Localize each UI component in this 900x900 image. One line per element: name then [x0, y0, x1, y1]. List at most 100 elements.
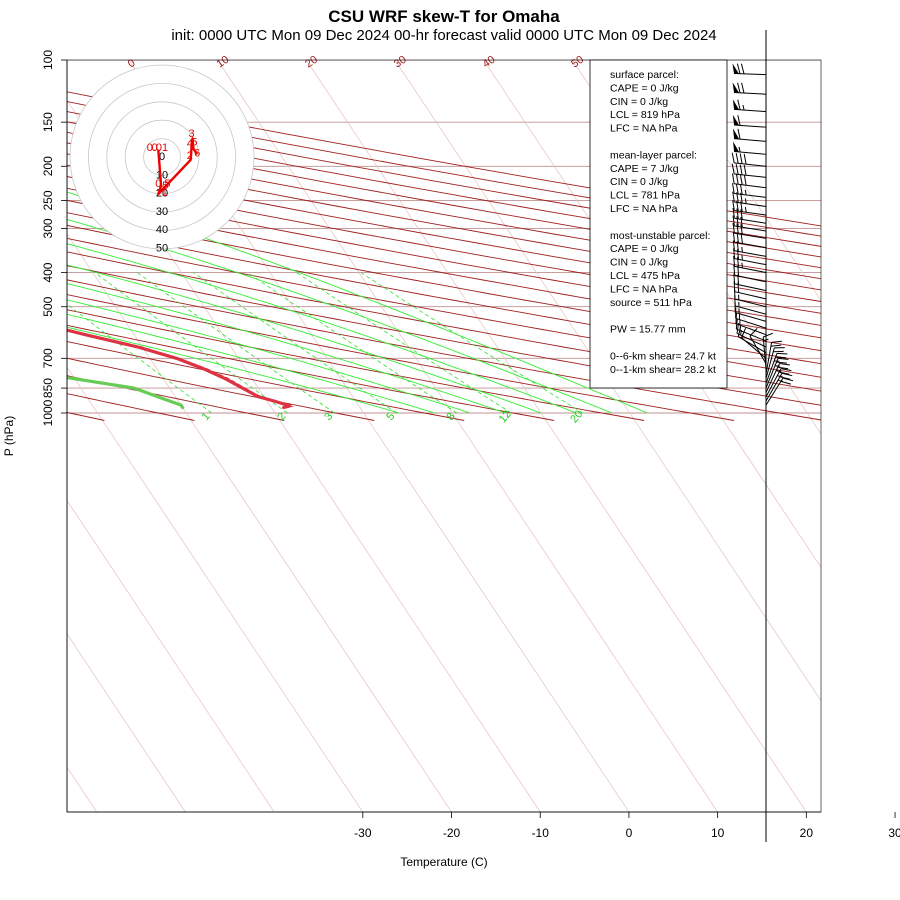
hodograph-trace [157, 137, 199, 196]
hodograph-ring [69, 64, 255, 250]
x-tick-label: -30 [354, 826, 372, 840]
barb-full [776, 361, 787, 364]
dry-adiabat [67, 251, 821, 392]
wind-barb [765, 347, 785, 379]
moist-adiabat [67, 243, 577, 414]
wind-barb [741, 328, 767, 359]
barb-shaft [734, 232, 767, 239]
y-tick-label: 250 [41, 190, 55, 210]
barb-shaft [765, 363, 780, 393]
barb-half [744, 189, 747, 195]
barb-full [780, 368, 792, 372]
barb-half [741, 246, 743, 253]
barb-shaft [734, 265, 767, 274]
barb-shaft [734, 173, 767, 178]
barb-full [781, 372, 793, 377]
hodograph-ring-label: 0 [159, 151, 165, 163]
wind-barb [736, 323, 767, 348]
y-tick-label: 150 [41, 112, 55, 132]
isotherm-line [67, 633, 186, 812]
y-tick-label: 700 [41, 348, 55, 368]
barb-full [740, 201, 743, 212]
barb-full [740, 209, 743, 220]
barb-full [736, 192, 739, 203]
barb-full [732, 183, 735, 194]
x-tick-label: 10 [711, 826, 725, 840]
barb-full [735, 318, 738, 330]
barb-full [763, 332, 774, 338]
barb-full [741, 82, 745, 94]
barb-full [733, 264, 736, 276]
hodograph-ring [106, 101, 218, 213]
barb-full [740, 63, 745, 74]
chart-subtitle: init: 0000 UTC Mon 09 Dec 2024 00-hr for… [171, 27, 716, 44]
barb-shaft [733, 73, 767, 76]
barb-flag [732, 114, 740, 126]
barb-shaft [765, 342, 773, 375]
barb-shaft [741, 337, 767, 359]
hodograph-point-label: 0.01 [147, 142, 168, 154]
wind-barb [733, 128, 767, 142]
y-tick-label: 1000 [41, 399, 55, 426]
wind-barb [765, 357, 789, 389]
info-box-frame [589, 59, 728, 389]
hodograph-point-label: 3 [189, 128, 195, 140]
wind-barb [765, 372, 793, 402]
barb-full [732, 240, 735, 251]
hodograph-ring-label: 40 [156, 224, 168, 236]
wind-barb [732, 191, 767, 207]
barb-full [735, 313, 737, 324]
barb-half [740, 329, 742, 336]
dry-adiabat [67, 121, 821, 258]
barb-full [740, 192, 743, 204]
dry-adiabat [0, 60, 15, 421]
x-tick-label: -10 [532, 826, 550, 840]
barb-half [776, 370, 782, 372]
barb-shaft [749, 335, 767, 364]
hodograph-point-label: 6 [194, 147, 200, 159]
barb-full [739, 184, 743, 195]
dry-adiabat [67, 142, 821, 280]
isotherm-line [305, 60, 807, 812]
barb-shaft [734, 193, 767, 198]
x-tick-label: 0 [626, 826, 633, 840]
barb-shaft [733, 92, 767, 95]
barb-full [749, 328, 758, 337]
barb-half [741, 262, 743, 268]
barb-shaft [734, 291, 767, 300]
barb-full [736, 216, 739, 227]
barb-shaft [734, 201, 767, 207]
info-line: LCL = 781 hPa [610, 190, 680, 202]
barb-full [779, 363, 790, 366]
wind-barb [735, 307, 767, 329]
barb-full [779, 376, 791, 380]
barb-half [763, 338, 769, 342]
dry-adiabat [67, 324, 555, 421]
wind-barb [731, 152, 767, 167]
info-line: CAPE = 7 J/kg [610, 163, 679, 175]
barb-shaft [765, 373, 783, 402]
info-line: source = 511 hPa [610, 297, 692, 309]
isotherm-line [67, 366, 364, 812]
hodograph-ring [143, 138, 181, 176]
barb-full [743, 153, 747, 165]
mixing-ratio-line [67, 303, 212, 414]
wind-barb [732, 231, 767, 249]
moist-adiabat [67, 283, 506, 414]
barb-full [737, 265, 740, 277]
x-axis: -30-20-10010203040 [67, 811, 900, 840]
hodograph-point-label: 5 [191, 136, 197, 148]
isotherm-line [483, 60, 821, 568]
wind-barbs [731, 30, 794, 842]
temperature-profile [67, 328, 292, 410]
barb-shaft [734, 108, 767, 113]
barb-full [741, 328, 747, 338]
barb-shaft [734, 162, 767, 167]
parcel-profile [67, 328, 294, 408]
wind-barb [732, 183, 767, 198]
barb-shaft [765, 353, 778, 384]
barb-shaft [736, 332, 767, 348]
barb-shaft [762, 336, 767, 369]
wind-barb [732, 114, 767, 128]
